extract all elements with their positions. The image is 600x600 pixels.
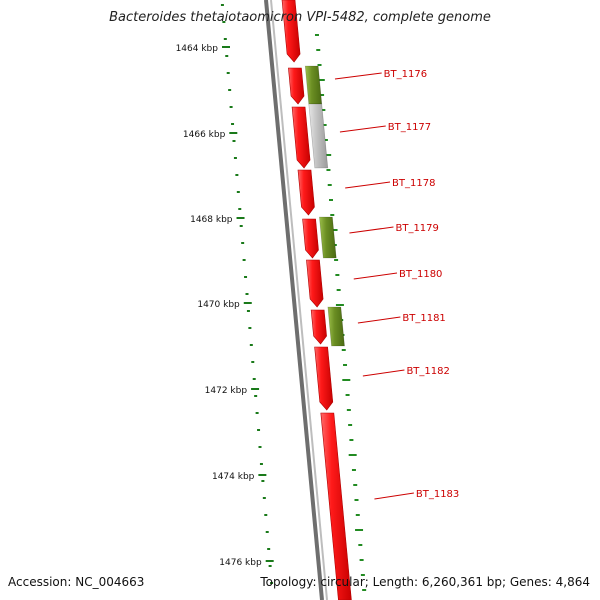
cog-box (319, 216, 337, 259)
genome-backbone (264, 0, 324, 600)
ruler-ticks (220, 4, 274, 584)
gene-arrow (306, 259, 324, 308)
label-leader-line (357, 316, 401, 324)
gene-arrow (281, 0, 301, 63)
genome-title: Bacteroides thetaiotaomicron VPI-5482, c… (109, 10, 491, 25)
label-leader-line (353, 272, 398, 280)
label-leaders (334, 72, 414, 500)
genome-summary: Topology: circular; Length: 6,260,361 bp… (260, 575, 590, 589)
ruler-label: 1476 kbp (219, 558, 262, 568)
gene-arrow (320, 412, 352, 600)
ruler-label: 1470 kbp (197, 300, 240, 310)
gene-labels: BT_1176 BT_1177 BT_1178 BT_1179 BT_1180 BT_11… (384, 69, 460, 500)
ruler-label: 1468 kbp (190, 215, 233, 225)
label-leader-line (345, 181, 391, 189)
cog-track (304, 65, 345, 347)
label-leader-line (374, 492, 414, 500)
label-leader-line (339, 125, 386, 133)
cog-box (304, 65, 323, 105)
ruler-label: 1474 kbp (212, 472, 255, 482)
gene-label: BT_1181 (402, 313, 445, 324)
gene-label: BT_1180 (399, 269, 442, 280)
gene-label: BT_1179 (395, 223, 438, 234)
gene-track (281, 0, 352, 600)
gene-arrow (302, 218, 319, 259)
ruler-label: 1466 kbp (183, 130, 226, 140)
gene-arrow (310, 309, 327, 345)
ruler-label: 1464 kbp (176, 44, 219, 54)
genome-backbone-shadow (270, 0, 328, 600)
gc-dots (314, 34, 367, 591)
gene-arrow (314, 346, 334, 411)
ruler-labels: 1464 kbp 1466 kbp 1468 kbp 1470 kbp 1472 kbp… (176, 44, 262, 568)
label-leader-line (362, 369, 405, 377)
cog-box (308, 103, 329, 169)
gene-arrow (297, 169, 315, 216)
cog-box (327, 306, 345, 347)
gene-arrow (291, 106, 311, 169)
gene-label: BT_1178 (392, 178, 435, 189)
gene-label: BT_1177 (388, 122, 431, 133)
gene-label: BT_1176 (384, 69, 427, 80)
label-leader-line (349, 226, 394, 234)
gene-label: BT_1182 (406, 366, 449, 377)
ruler-label: 1472 kbp (205, 386, 248, 396)
accession-text: Accession: NC_004663 (8, 575, 145, 589)
gene-label: BT_1183 (416, 489, 459, 500)
gene-arrow (288, 67, 305, 105)
label-leader-line (334, 72, 382, 80)
